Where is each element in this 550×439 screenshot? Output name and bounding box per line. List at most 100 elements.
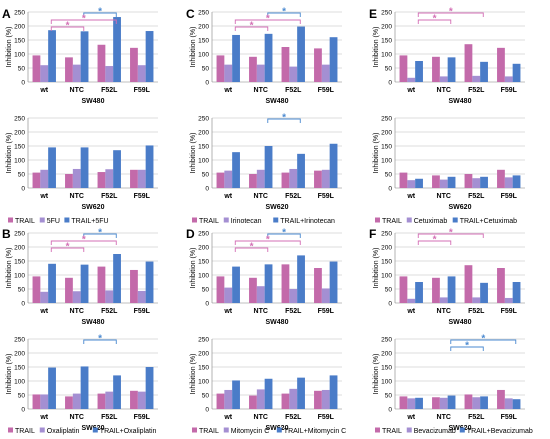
significance-bracket <box>83 12 117 17</box>
y-tick-label: 50 <box>385 392 393 399</box>
bar-trail-f59l <box>130 47 138 82</box>
legend-e: TRAIL Cetuximab TRAIL+Cetuximab <box>375 217 517 225</box>
y-tick-label: 100 <box>198 378 209 385</box>
bar-oxaliplatin-f52l <box>105 391 114 409</box>
legend-d: TRAIL Mitomycin C TRAIL+Mitomycin C <box>192 427 346 435</box>
significance-star: * <box>66 21 70 32</box>
legend-swatch <box>223 427 229 433</box>
cell-line-title: SW620 <box>82 204 105 211</box>
cell-line-title: SW480 <box>82 98 105 105</box>
significance-star: * <box>282 228 286 239</box>
legend-label: TRAIL+Irinotecan <box>280 218 335 225</box>
bar-trail-ntc <box>249 174 257 188</box>
x-tick-label: F59L <box>134 193 151 200</box>
x-tick-label: NTC <box>70 414 84 421</box>
y-axis-label: Inhibition (%) <box>6 133 13 174</box>
significance-star: * <box>82 14 86 25</box>
x-tick-label: F59L <box>318 87 335 94</box>
significance-bracket <box>234 19 301 24</box>
x-tick-label: F52L <box>101 414 118 421</box>
y-axis-label: Inhibition (%) <box>373 133 380 174</box>
x-tick-label: wt <box>406 308 415 315</box>
x-tick-label: wt <box>406 87 415 94</box>
panel-letter-c: C <box>186 7 195 21</box>
bar-trail-5fu-f59l <box>145 31 154 82</box>
legend-swatch <box>276 427 282 433</box>
bar-mitomycin-c-wt <box>224 287 233 303</box>
bar-trail-mitomycin-c-f59l <box>329 375 338 409</box>
x-tick-label: F59L <box>501 414 518 421</box>
significance-bracket <box>83 233 117 238</box>
chart-D-SW480: 0 50 100 150 200 250 Inhibition (%) wt NTC F52L F5… <box>190 228 342 326</box>
y-tick-label: 150 <box>198 143 209 150</box>
y-axis-label: Inhibition (%) <box>6 248 13 289</box>
x-tick-label: wt <box>223 87 232 94</box>
significance-bracket <box>83 339 117 344</box>
legend-label: TRAIL <box>15 428 35 435</box>
bar-trail-mitomycin-c-ntc <box>264 378 273 409</box>
legend-swatch <box>406 427 412 433</box>
bar-trail-mitomycin-c-wt <box>232 380 240 409</box>
bar-bevacizumab-wt <box>407 298 416 303</box>
significance-star: * <box>449 7 453 18</box>
significance-star: * <box>465 341 469 352</box>
x-tick-label: NTC <box>70 193 84 200</box>
y-tick-label: 100 <box>14 378 25 385</box>
bar-trail-cetuximab-f52l <box>480 61 488 82</box>
y-tick-label: 250 <box>198 336 209 343</box>
y-tick-label: 50 <box>18 65 26 72</box>
y-tick-label: 250 <box>381 230 392 237</box>
bar-trail-f52l <box>97 393 106 409</box>
bar-bevacizumab-f59l <box>504 398 513 409</box>
bar-irinotecan-ntc <box>256 64 265 82</box>
y-tick-label: 250 <box>198 115 209 122</box>
y-tick-label: 200 <box>14 244 25 251</box>
chart-E-SW480: 0 50 100 150 200 250 Inhibition (%) wt NTC F52L F5… <box>373 7 525 105</box>
x-tick-label: NTC <box>254 193 268 200</box>
bar-trail-5fu-wt <box>48 147 56 188</box>
bar-cetuximab-f52l <box>472 75 481 82</box>
bar-trail-ntc <box>432 56 440 82</box>
bar-trail-f59l <box>497 169 505 188</box>
x-tick-label: F59L <box>501 87 518 94</box>
bar-trail-ntc <box>249 395 257 409</box>
x-tick-label: F52L <box>468 414 485 421</box>
x-tick-label: NTC <box>437 87 451 94</box>
bar-trail-f52l <box>97 44 106 82</box>
legend-swatch <box>64 217 70 223</box>
bar-trail-bevacizumab-ntc <box>447 395 456 409</box>
bar-trail-f52l <box>97 172 106 188</box>
legend-swatch <box>452 217 458 223</box>
y-tick-label: 150 <box>381 37 392 44</box>
bar-trail-wt <box>32 55 41 82</box>
x-tick-label: wt <box>223 308 232 315</box>
legend-swatch <box>192 427 197 433</box>
bar-trail-cetuximab-wt <box>415 61 423 82</box>
y-tick-label: 150 <box>14 143 25 150</box>
x-tick-label: F52L <box>468 87 485 94</box>
bar-mitomycin-c-ntc <box>256 389 265 409</box>
bar-bevacizumab-ntc <box>439 297 448 303</box>
x-tick-label: wt <box>406 193 415 200</box>
bar-mitomycin-c-f59l <box>321 389 330 409</box>
bar-trail-wt <box>32 394 41 409</box>
significance-bracket <box>267 12 301 17</box>
bar-bevacizumab-f52l <box>472 297 481 303</box>
x-tick-label: NTC <box>254 414 268 421</box>
y-tick-label: 250 <box>381 9 392 16</box>
bar-5fu-f52l <box>105 66 114 82</box>
y-tick-label: 50 <box>18 286 26 293</box>
chart-C-SW620: 0 50 100 150 200 250 Inhibition (%) wt NTC F52L F5… <box>190 113 342 211</box>
chart-D-SW620: 0 50 100 150 200 250 Inhibition (%) wt NTC F52L F5… <box>190 336 342 432</box>
legend-label: 5FU <box>47 218 60 225</box>
x-tick-label: F59L <box>318 414 335 421</box>
y-tick-label: 200 <box>14 129 25 136</box>
bar-trail-cetuximab-f52l <box>480 176 488 188</box>
y-tick-label: 50 <box>202 286 210 293</box>
chart-E-SW620: 0 50 100 150 200 250 Inhibition (%) wt NTC F52L F5… <box>373 115 525 211</box>
y-tick-label: 50 <box>385 286 393 293</box>
bar-trail-cetuximab-f59l <box>512 63 521 82</box>
significance-bracket <box>50 247 85 252</box>
x-tick-label: NTC <box>437 414 451 421</box>
y-tick-label: 250 <box>14 9 25 16</box>
